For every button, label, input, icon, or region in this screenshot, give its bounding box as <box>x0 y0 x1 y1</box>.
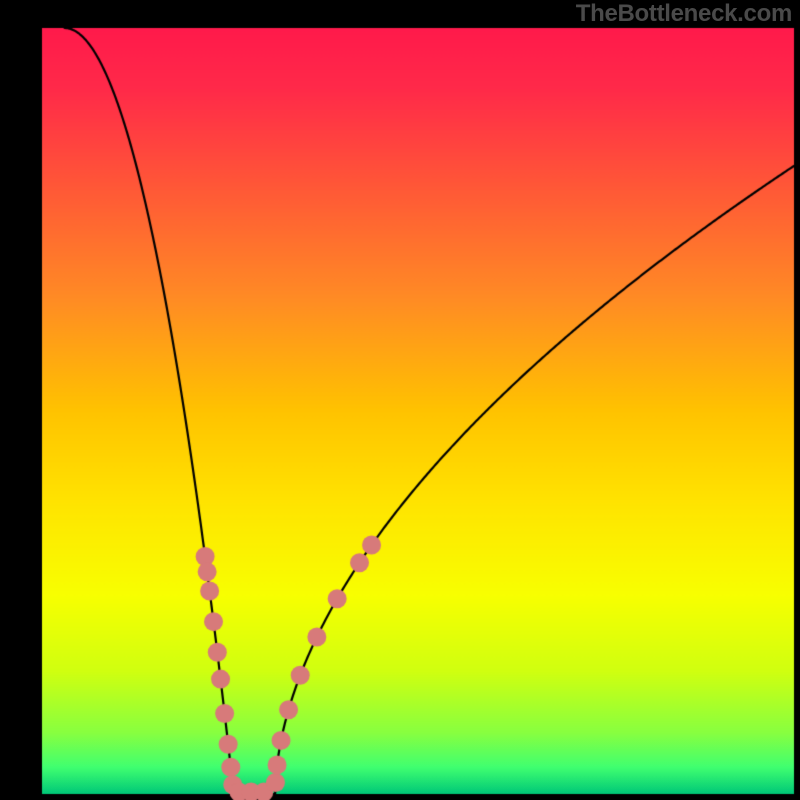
bottleneck-chart-canvas <box>0 0 800 800</box>
chart-container: TheBottleneck.com <box>0 0 800 800</box>
